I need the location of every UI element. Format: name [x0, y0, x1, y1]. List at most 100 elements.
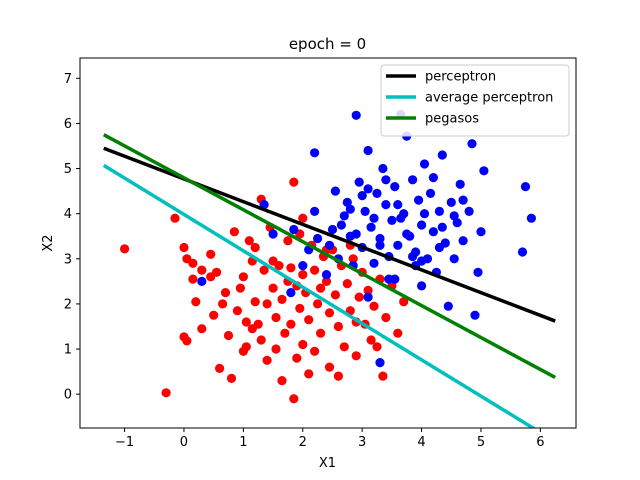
scatter-point-blue: [428, 227, 438, 237]
scatter-point-blue: [369, 213, 379, 223]
y-axis: 0 1 2 3 4 5 6 7: [64, 72, 80, 403]
y-tick-label: 0: [64, 388, 72, 403]
scatter-point-red: [316, 283, 326, 293]
scatter-point-red: [271, 312, 281, 323]
scatter-point-red: [310, 265, 320, 275]
scatter-point-blue: [321, 270, 332, 280]
scatter-point-red: [191, 297, 201, 307]
scatter-point-red: [310, 346, 320, 356]
scatter-point-blue: [470, 310, 480, 320]
scatter-point-red: [316, 328, 326, 338]
plot-frame: [79, 57, 577, 429]
scatter-point-blue: [467, 139, 477, 149]
scatter-point-red: [182, 336, 192, 346]
scatter-point-red: [197, 324, 207, 334]
scatter-point-red: [238, 346, 248, 356]
scatter-point-red: [206, 249, 216, 259]
scatter-point-red: [333, 321, 343, 332]
chart-title: epoch = 0: [289, 35, 366, 53]
scatter-point-red: [277, 294, 287, 304]
x-axis-label: X1: [319, 456, 336, 471]
scatter-point-red: [369, 301, 379, 311]
line-layer: [102, 133, 557, 428]
scatter-point-blue: [354, 177, 364, 187]
scatter-point-red: [289, 177, 299, 187]
scatter-point-red: [342, 279, 352, 289]
scatter-point-blue: [366, 222, 376, 232]
scatter-point-blue: [313, 233, 323, 244]
scatter-point-blue: [372, 188, 382, 198]
x-tick-label: 4: [417, 435, 425, 450]
scatter-point-blue: [310, 148, 320, 158]
scatter-point-blue: [434, 242, 444, 253]
scatter-point-red: [250, 242, 260, 253]
scatter-point-red: [280, 328, 290, 338]
scatter-point-blue: [375, 233, 385, 244]
scatter-point-blue: [437, 150, 447, 160]
scatter-point-red: [378, 371, 388, 381]
scatter-point-red: [381, 312, 391, 323]
legend-label: pegasos: [425, 112, 479, 127]
scatter-point-blue: [310, 206, 320, 216]
x-tick-label: −1: [115, 435, 134, 450]
series-line-pegasos: [102, 133, 557, 380]
scatter-point-red: [399, 297, 409, 307]
scatter-point-red: [232, 306, 242, 316]
scatter-point-blue: [417, 281, 427, 291]
scatter-point-red: [215, 363, 225, 373]
scatter-point-red: [298, 213, 308, 223]
y-tick-label: 7: [64, 72, 72, 87]
scatter-point-blue: [473, 267, 483, 277]
scatter-point-blue: [324, 240, 335, 250]
scatter-point-blue: [351, 110, 361, 120]
scatter-point-red: [262, 355, 272, 365]
scatter-point-blue: [387, 215, 397, 225]
x-tick-label: 3: [358, 435, 366, 450]
scatter-point-blue: [455, 179, 465, 189]
scatter-point-blue: [419, 159, 430, 169]
series-line-perceptron: [103, 146, 556, 323]
scatter-point-red: [354, 292, 364, 302]
scatter-point-blue: [393, 200, 403, 210]
scatter-point-blue: [378, 163, 388, 174]
scatter-point-blue: [363, 184, 373, 194]
scatter-point-red: [170, 213, 180, 223]
legend: perceptron average perceptron pegasos: [380, 64, 570, 137]
scatter-point-blue: [479, 166, 489, 176]
scatter-point-blue: [345, 204, 355, 214]
scatter-point-blue: [330, 186, 340, 196]
y-axis-label: X2: [41, 234, 56, 251]
scatter-point-red: [304, 369, 314, 379]
scatter-point-blue: [363, 292, 373, 302]
scatter-point-red: [220, 288, 231, 298]
x-tick-label: 0: [180, 435, 188, 450]
scatter-point-red: [244, 236, 254, 246]
scatter-point-blue: [375, 240, 385, 250]
scatter-point-red: [372, 342, 382, 352]
scatter-point-blue: [375, 358, 385, 368]
scatter-point-red: [229, 227, 239, 237]
scatter-point-red: [298, 339, 308, 350]
scatter-point-red: [179, 242, 189, 253]
scatter-point-red: [286, 319, 296, 329]
scatter-point-red: [197, 265, 207, 275]
scatter-point-red: [333, 371, 343, 381]
scatter-point-red: [259, 265, 269, 275]
scatter-point-blue: [449, 211, 459, 221]
scatter-point-blue: [419, 209, 430, 219]
scatter-point-red: [209, 310, 219, 320]
scatter-point-red: [277, 376, 287, 386]
scatter-point-blue: [464, 206, 474, 216]
scatter-point-blue: [449, 254, 459, 264]
scatter-point-red: [393, 328, 403, 338]
series-line-average-perceptron: [102, 163, 537, 428]
scatter-point-red: [295, 303, 305, 313]
scatter-point-red: [324, 308, 335, 318]
scatter-point-blue: [286, 288, 296, 298]
legend-label: perceptron: [425, 70, 496, 85]
scatter-point-blue: [408, 251, 418, 262]
scatter-point-blue: [402, 229, 412, 239]
x-tick-label: 1: [239, 435, 247, 450]
scatter-point-red: [256, 335, 266, 345]
legend-box: [380, 64, 570, 137]
